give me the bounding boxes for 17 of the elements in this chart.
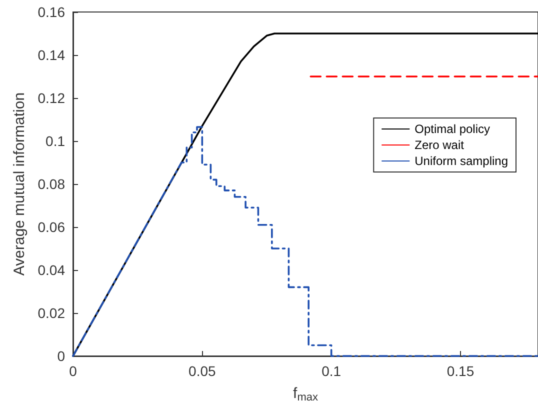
y-tick-label: 0.02 — [38, 305, 66, 321]
legend-label: Zero wait — [414, 138, 465, 152]
y-tick-label: 0.14 — [38, 47, 66, 63]
y-tick-label: 0.16 — [38, 4, 66, 20]
x-tick-label: 0.15 — [446, 363, 474, 379]
y-tick-label: 0.12 — [38, 90, 66, 106]
y-tick-label: 0 — [57, 348, 66, 364]
x-tick-label: 0.05 — [188, 363, 216, 379]
y-tick-label: 0.08 — [38, 176, 66, 192]
x-tick-label: 0.1 — [322, 363, 342, 379]
y-tick-label: 0.04 — [38, 262, 66, 278]
y-tick-label: 0.1 — [46, 133, 66, 149]
legend-label: Uniform sampling — [414, 154, 508, 168]
y-tick-label: 0.06 — [38, 219, 66, 235]
y-axis-title: Average mutual information — [10, 92, 28, 276]
legend-label: Optimal policy — [414, 122, 490, 136]
x-tick-label: 0 — [69, 363, 78, 379]
